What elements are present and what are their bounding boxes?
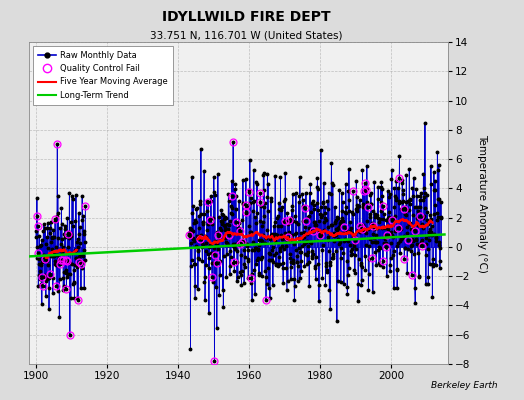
Text: Berkeley Earth: Berkeley Earth bbox=[431, 381, 498, 390]
Text: IDYLLWILD FIRE DEPT: IDYLLWILD FIRE DEPT bbox=[162, 10, 331, 24]
Legend: Raw Monthly Data, Quality Control Fail, Five Year Moving Average, Long-Term Tren: Raw Monthly Data, Quality Control Fail, … bbox=[33, 46, 173, 105]
Y-axis label: Temperature Anomaly (°C): Temperature Anomaly (°C) bbox=[477, 134, 487, 272]
Text: 33.751 N, 116.701 W (United States): 33.751 N, 116.701 W (United States) bbox=[150, 30, 343, 40]
